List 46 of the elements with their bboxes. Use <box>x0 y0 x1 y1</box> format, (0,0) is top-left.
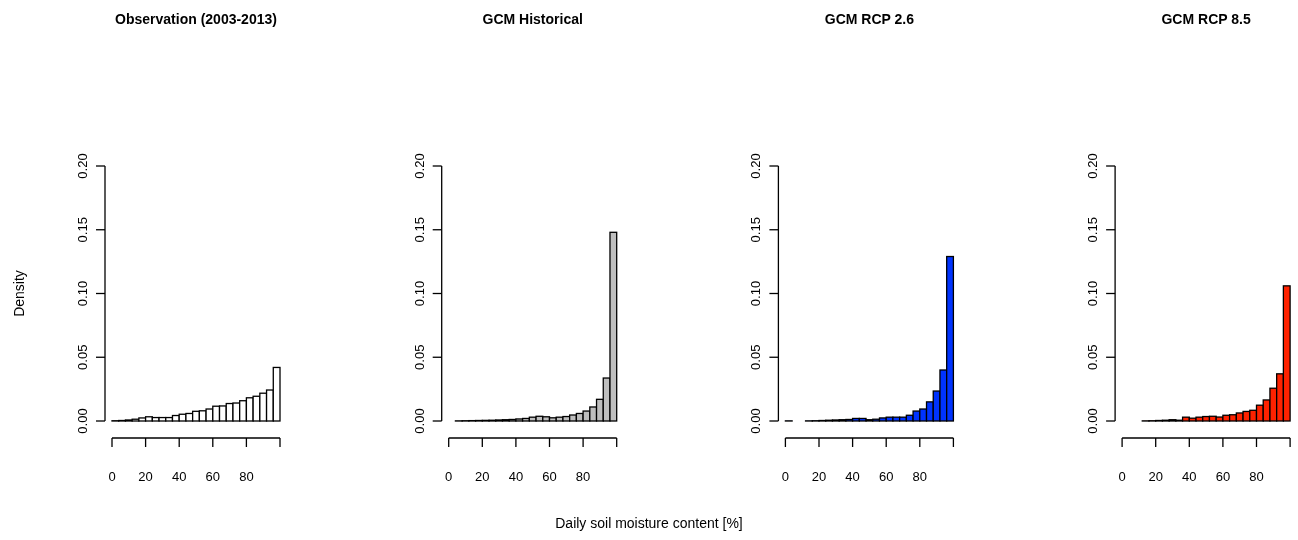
y-tick-label: 0.20 <box>411 153 427 179</box>
y-tick-label: 0.00 <box>1085 408 1101 434</box>
chart-title: GCM RCP 2.6 <box>824 11 915 27</box>
x-tick-label: 20 <box>475 469 490 484</box>
x-tick-label: 60 <box>542 469 557 484</box>
y-tick-label: 0.15 <box>75 217 90 243</box>
x-tick-label: 60 <box>1215 469 1231 484</box>
y-tick-label: 0.15 <box>748 217 764 243</box>
x-tick-label: 20 <box>1148 469 1163 484</box>
x-tick-label: 40 <box>1182 469 1197 484</box>
y-tick-label: 0.05 <box>411 344 427 370</box>
y-tick-label: 0.10 <box>1085 280 1101 307</box>
chart-title: GCM Historical <box>482 11 583 27</box>
y-tick-label: 0.10 <box>748 280 764 307</box>
x-tick-label: 20 <box>811 469 827 484</box>
x-tick-label: 80 <box>239 469 254 484</box>
x-tick-label: 40 <box>845 469 860 484</box>
x-tick-label: 0 <box>1118 469 1126 484</box>
y-tick-label: 0.00 <box>748 408 764 434</box>
y-tick-label: 0.00 <box>411 408 427 434</box>
chart-title: Observation (2003-2013) <box>115 11 277 27</box>
y-tick-label: 0.15 <box>411 217 427 243</box>
x-tick-label: 80 <box>912 469 928 484</box>
y-tick-label: 0.05 <box>748 344 764 370</box>
y-tick-label: 0.00 <box>75 408 90 434</box>
text: Daily soil moisture content [%] <box>555 515 743 531</box>
chart-title: GCM RCP 8.5 <box>1161 11 1251 27</box>
x-tick-label: 20 <box>138 469 153 484</box>
x-tick-label: 40 <box>171 469 187 484</box>
y-tick-label: 0.15 <box>1085 217 1101 243</box>
x-tick-label: 40 <box>508 469 524 484</box>
y-tick-label: 0.10 <box>75 280 90 307</box>
y-tick-label: 0.20 <box>75 153 90 179</box>
y-axis-title: Density <box>11 270 27 317</box>
y-tick-label: 0.05 <box>75 344 90 370</box>
y-tick-label: 0.20 <box>1085 153 1101 179</box>
x-tick-label: 0 <box>781 469 790 484</box>
x-tick-label: 0 <box>108 469 116 484</box>
x-tick-label: 60 <box>205 469 221 484</box>
x-tick-label: 80 <box>575 469 591 484</box>
x-tick-label: 80 <box>1249 469 1264 484</box>
y-tick-label: 0.05 <box>1085 344 1101 370</box>
y-tick-label: 0.20 <box>748 153 764 179</box>
x-tick-label: 0 <box>445 469 453 484</box>
y-tick-label: 0.10 <box>411 280 427 307</box>
x-tick-label: 60 <box>878 469 894 484</box>
